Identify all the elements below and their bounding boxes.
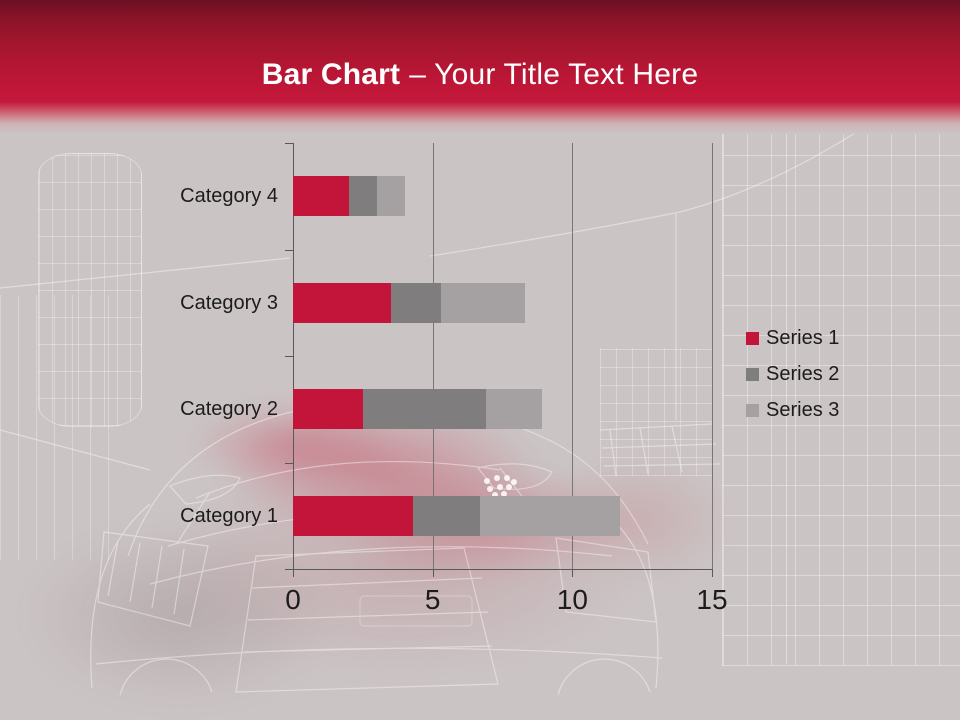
bar-segment-series-3 xyxy=(480,495,620,536)
gridline xyxy=(712,143,713,569)
x-axis-tick xyxy=(572,569,574,577)
category-label: Category 2 xyxy=(180,398,278,421)
gridline xyxy=(572,143,574,569)
slide-title: Bar Chart – Your Title Text Here xyxy=(0,58,960,92)
legend-swatch-icon xyxy=(746,331,759,345)
category-label: Category 4 xyxy=(180,185,278,208)
x-axis-label: 10 xyxy=(556,584,588,615)
legend-swatch-icon xyxy=(746,403,759,417)
x-axis-tick xyxy=(712,569,713,577)
y-axis-tick xyxy=(285,356,293,357)
legend-item: Series 3 xyxy=(746,392,839,428)
title-banner: Bar Chart – Your Title Text Here xyxy=(0,0,960,134)
bar-segment-series-3 xyxy=(376,176,405,217)
bar-segment-series-3 xyxy=(485,389,542,430)
bar-segment-series-2 xyxy=(362,389,486,430)
legend-item: Series 2 xyxy=(746,356,839,392)
legend-label: Series 1 xyxy=(766,326,840,349)
y-axis-tick xyxy=(285,462,293,464)
y-axis-line xyxy=(293,143,294,570)
x-axis-label: 0 xyxy=(285,584,301,615)
bar-segment-series-3 xyxy=(441,282,525,323)
x-axis-label: 15 xyxy=(696,584,728,615)
legend-label: Series 3 xyxy=(766,398,840,421)
bar-segment-series-2 xyxy=(390,282,442,323)
bar-segment-series-1 xyxy=(293,495,414,536)
slide-title-bold: Bar Chart xyxy=(261,58,401,91)
category-label: Category 3 xyxy=(180,291,278,314)
x-axis-tick xyxy=(293,569,294,577)
y-axis-tick xyxy=(285,249,293,251)
x-axis-tick xyxy=(432,569,434,577)
y-axis-tick xyxy=(285,143,293,144)
bar-segment-series-1 xyxy=(293,282,391,323)
x-axis-line xyxy=(293,569,712,570)
bar-segment-series-2 xyxy=(348,176,377,217)
legend-item: Series 1 xyxy=(746,320,839,356)
gridline xyxy=(432,143,434,569)
bar-segment-series-2 xyxy=(413,495,481,536)
legend-swatch-icon xyxy=(746,367,759,381)
chart-legend: Series 1 Series 2 Series 3 xyxy=(746,320,839,428)
y-axis-tick xyxy=(285,569,293,570)
category-label: Category 1 xyxy=(180,504,278,527)
x-axis-label: 5 xyxy=(424,584,441,615)
legend-label: Series 2 xyxy=(766,362,840,385)
bar-segment-series-1 xyxy=(293,389,363,430)
bar-segment-series-1 xyxy=(293,176,349,217)
slide-title-rest: – Your Title Text Here xyxy=(409,58,699,91)
